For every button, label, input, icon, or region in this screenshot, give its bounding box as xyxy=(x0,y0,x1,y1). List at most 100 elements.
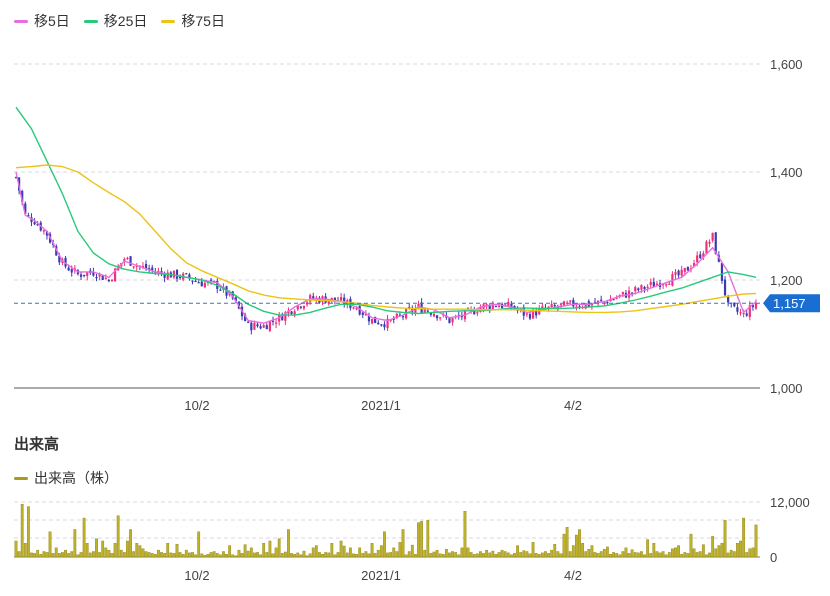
volume-bar xyxy=(475,553,479,558)
volume-bar xyxy=(454,552,458,558)
candle-body xyxy=(392,318,395,320)
candle-body xyxy=(247,321,250,323)
candle-body xyxy=(141,266,145,268)
candle-body xyxy=(21,190,24,202)
volume-bar xyxy=(429,553,433,558)
volume-bar xyxy=(305,555,309,558)
candle-body xyxy=(281,315,284,321)
candle-body xyxy=(352,307,355,309)
volume-bar xyxy=(751,547,755,558)
candle-body xyxy=(389,319,392,321)
volume-bar xyxy=(643,554,646,558)
price-axis: 1,600 1,400 1,200 1,000 xyxy=(770,57,803,396)
candle-body xyxy=(432,313,436,317)
volume-bar xyxy=(426,520,430,558)
candle-body xyxy=(160,271,163,273)
volume-bar xyxy=(590,545,594,558)
volume-bar xyxy=(472,554,476,558)
ma-legend: 移5日 移25日 移75日 xyxy=(14,11,239,31)
volume-bar xyxy=(274,547,278,558)
candle-body xyxy=(355,308,358,310)
volume-bar xyxy=(435,549,439,558)
candle-body xyxy=(742,312,745,315)
volume-bar xyxy=(627,553,631,558)
candle-body xyxy=(686,266,689,271)
candle-body xyxy=(494,305,498,308)
legend-item-ma25: 移25日 xyxy=(83,11,147,31)
candle-body xyxy=(705,241,708,254)
volume-bar xyxy=(296,552,300,558)
volume-bar xyxy=(658,552,662,558)
candle-body xyxy=(649,281,652,286)
candle-body xyxy=(361,312,364,315)
candle-body xyxy=(739,312,742,314)
volume-bar xyxy=(463,510,467,558)
volume-bar xyxy=(187,552,191,558)
volume-bar xyxy=(674,547,677,558)
candle-body xyxy=(253,322,256,330)
volume-bar xyxy=(742,517,746,558)
volume-bar xyxy=(488,552,492,558)
volume-bar xyxy=(671,548,674,558)
volume-bar xyxy=(73,529,77,558)
candle-body xyxy=(435,315,439,319)
volume-bar xyxy=(302,550,306,558)
volume-bar xyxy=(748,548,752,558)
candle-body xyxy=(525,313,528,315)
volume-bar xyxy=(503,551,507,558)
volume-bar xyxy=(150,553,154,558)
candle-body xyxy=(429,313,432,315)
volume-bar xyxy=(376,549,380,558)
candle-body xyxy=(244,314,247,321)
volume-bar xyxy=(67,553,71,558)
volume-bar xyxy=(692,548,696,558)
volume-bar xyxy=(441,554,445,558)
volume-bar xyxy=(565,527,569,558)
volume-bar xyxy=(438,553,442,558)
volume-bar xyxy=(609,554,612,558)
volume-bar xyxy=(525,551,529,558)
candle-body xyxy=(185,273,188,275)
volume-bar xyxy=(26,506,30,558)
volume-bar xyxy=(206,554,210,558)
volume-bar xyxy=(166,543,170,558)
volume-bar xyxy=(218,554,222,558)
volume-x-tick-label: 4/2 xyxy=(564,568,582,583)
volume-bar xyxy=(110,553,114,558)
volume-bar xyxy=(537,554,541,558)
candle-body xyxy=(343,297,346,305)
candle-body xyxy=(126,257,129,260)
volume-bar xyxy=(540,552,544,558)
volume-bar xyxy=(98,552,101,558)
candle-body xyxy=(262,325,265,328)
volume-bar xyxy=(720,543,724,558)
candle-body xyxy=(271,320,275,322)
candle-body xyxy=(144,263,148,270)
volume-bar xyxy=(522,550,526,558)
volume-bar xyxy=(661,551,665,558)
candle-body xyxy=(417,303,420,307)
volume-bar xyxy=(76,554,80,558)
candle-body xyxy=(42,230,45,232)
volume-bar xyxy=(624,547,628,558)
volume-bar xyxy=(95,538,98,558)
volume-bar xyxy=(410,544,414,558)
candle-body xyxy=(668,283,671,285)
price-tick-label: 1,200 xyxy=(770,273,803,288)
volume-bar xyxy=(389,552,393,558)
volume-bar xyxy=(54,547,58,558)
volume-bar xyxy=(655,551,659,558)
candle-body xyxy=(312,296,315,300)
volume-bar xyxy=(519,552,523,558)
volume-bar xyxy=(466,547,470,558)
legend-label-ma5: 移5日 xyxy=(34,13,70,29)
candle-body xyxy=(209,279,213,281)
candle-body xyxy=(723,279,727,296)
candle-body xyxy=(531,309,535,319)
volume-bar xyxy=(160,552,163,558)
volume-bar xyxy=(420,521,424,558)
candle-body xyxy=(101,275,104,280)
volume-bar xyxy=(39,554,43,558)
volume-bar xyxy=(184,549,188,558)
volume-bar xyxy=(417,522,420,558)
